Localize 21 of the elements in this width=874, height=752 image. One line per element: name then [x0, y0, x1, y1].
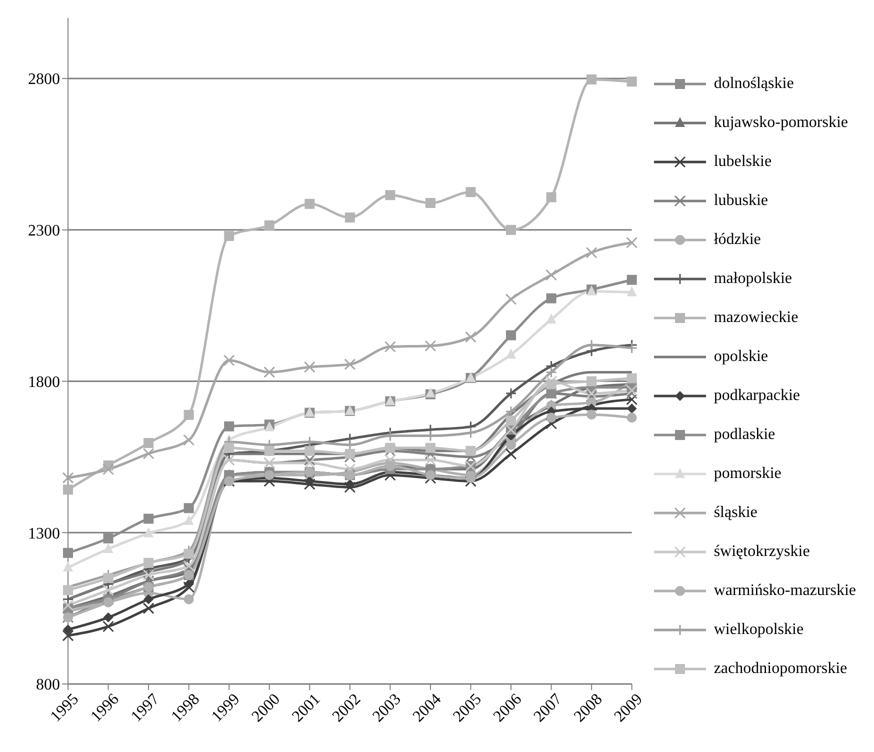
legend-label: małopolskie: [714, 270, 792, 288]
legend-label: dolnośląskie: [714, 74, 794, 92]
legend-label: łódzkie: [714, 230, 761, 248]
legend-label: świętokrzyskie: [714, 542, 810, 560]
legend-label: opolskie: [714, 348, 768, 366]
y-tick-label: 2800: [28, 71, 60, 88]
y-tick-label: 1800: [28, 374, 60, 391]
legend-label: lubelskie: [714, 152, 772, 170]
legend-label: mazowieckie: [714, 308, 798, 326]
y-tick-label: 2300: [28, 222, 60, 240]
legend-label: podlaskie: [714, 426, 776, 444]
legend-label: warmińsko-mazurskie: [714, 582, 856, 600]
y-tick-label: 1300: [28, 525, 60, 542]
legend-label: pomorskie: [714, 464, 782, 482]
y-tick-label: 800: [36, 676, 60, 694]
legend-label: podkarpackie: [714, 386, 800, 404]
legend-label: wielkopolskie: [714, 620, 804, 638]
legend-label: kujawsko-pomorskie: [714, 114, 848, 132]
legend-label: śląskie: [714, 504, 758, 522]
legend-label: zachodniopomorskie: [714, 660, 848, 678]
legend-label: lubuskie: [714, 192, 768, 210]
